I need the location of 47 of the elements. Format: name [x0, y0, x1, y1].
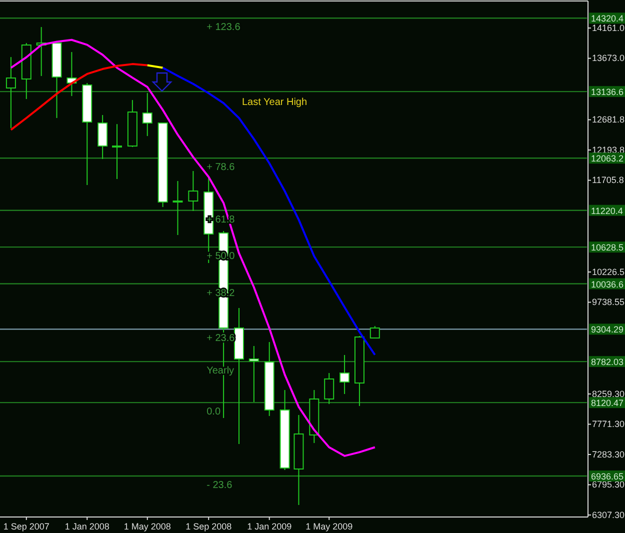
annotation: + 123.6 [206, 22, 241, 34]
ref-line-label: 14320.4 [591, 14, 624, 24]
candlestick [370, 326, 380, 338]
ref-line-label: 11220.4 [591, 206, 623, 216]
x-tick-label: 1 Sep 2007 [3, 521, 50, 532]
candlestick [112, 124, 122, 180]
y-tick-label: 12193.8 [592, 144, 625, 155]
annotation: + 78.6 [206, 162, 236, 174]
candlestick [98, 114, 108, 160]
y-tick-label: 8259.30 [592, 388, 625, 399]
line-series [10, 38, 376, 457]
x-tick-label: 1 May 2008 [124, 521, 171, 532]
annotation: 0.0 [206, 406, 221, 418]
y-tick-label: 11705.8 [592, 175, 624, 186]
y-tick-label: 7771.30 [592, 419, 625, 430]
x-tick-label: 1 Sep 2008 [186, 521, 232, 532]
candlestick [324, 372, 334, 405]
x-tick-label: 1 May 2009 [306, 521, 353, 532]
ref-line-label: 8120.47 [591, 398, 624, 408]
annotation: - 23.6 [206, 480, 233, 491]
candlestick [6, 56, 16, 129]
line-series [162, 66, 376, 356]
ref-line-label: 6936.65 [591, 471, 624, 482]
candlestick [248, 345, 259, 402]
y-tick-label: 10226.5 [592, 266, 625, 277]
annotation: + 38.2 [206, 288, 236, 299]
y-tick-label: 6307.30 [592, 510, 625, 520]
ref-line-label: 13136.6 [591, 87, 624, 98]
y-tick-label: 7283.30 [592, 449, 625, 460]
line-series [10, 63, 148, 131]
ref-line-label: 10628.5 [591, 242, 624, 253]
x-tick-label: 1 Jan 2009 [247, 521, 292, 532]
candlestick [340, 354, 350, 394]
ref-line-label: 9304.29 [591, 324, 624, 335]
annotation: Last Year High [242, 97, 308, 108]
x-tick-label: 1 Jan 2008 [64, 521, 110, 532]
y-tick-label: 12681.8 [592, 114, 625, 125]
candlestick [188, 170, 198, 212]
candlestick [142, 92, 152, 137]
y-tick-label: 14161.0 [592, 22, 625, 33]
ref-line-label: 12063.2 [591, 154, 624, 164]
y-tick-label: 9738.55 [592, 297, 625, 308]
ref-line-label: 8782.03 [591, 357, 624, 368]
ref-line-label: 10036.6 [591, 279, 624, 290]
y-tick-label: 13673.0 [592, 53, 625, 64]
candlestick [172, 180, 183, 236]
y-tick-label: 6795.30 [592, 480, 625, 490]
